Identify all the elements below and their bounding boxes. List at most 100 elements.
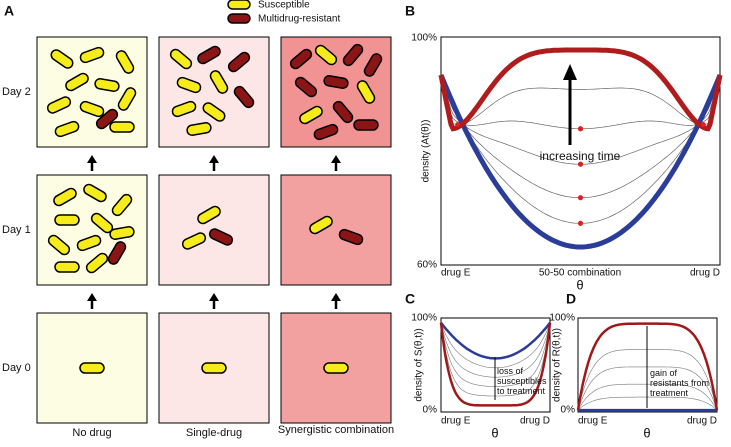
time-arrow-head [331,293,341,301]
row-label: Day 1 [2,224,31,236]
susceptible-cell [171,100,197,118]
legend-label: Multidrug-resistant [258,14,340,25]
susceptible-cell [54,120,80,138]
time-curve [440,74,721,125]
y-axis-label: density of S(θ,t)) [414,328,425,401]
resistant-cell [208,228,234,246]
susceptible-cell [201,362,227,374]
resistant-cell [233,85,255,109]
resistant-cell [363,53,383,77]
susceptible-cell [47,234,71,256]
legend-label: Susceptible [258,0,310,11]
panel-a-grid [36,36,392,424]
susceptible-cell [76,234,102,252]
susceptible-cell [117,87,137,111]
annotation: loss of susceptibles to treatment [497,366,547,396]
plot-b [438,47,723,250]
resistant-cell [294,76,318,98]
x-tick-label: drug D [687,416,717,427]
resistant-cell [353,119,379,131]
susceptible-cell [299,105,323,125]
plot-c [439,321,552,407]
plot-d [576,322,719,412]
susceptible-cell [65,72,89,92]
x-axis-label: θ [643,425,650,440]
minimum-dot [578,220,583,226]
column-label: No drug [72,427,111,439]
column-label: Synergistic combination [277,424,395,436]
susceptible-cell [54,261,80,273]
time-arrow-head [87,155,97,163]
legend-swatch [227,13,251,24]
final-curve [576,322,719,411]
minimum-dot [578,195,583,201]
susceptible-cell [109,121,135,133]
susceptible-cell [309,215,333,235]
minimum-dot [455,122,461,128]
time-arrow-head [563,64,577,80]
final-curve [439,322,552,407]
resistant-cell [107,241,127,265]
x-tick-label: drug D [520,416,550,427]
susceptible-cell [209,70,229,94]
susceptible-cell [176,76,202,94]
initial-curve [438,74,723,250]
x-tick-label: drug D [690,268,720,279]
susceptible-cell [46,96,72,114]
resistant-cell [332,100,354,124]
susceptible-cell [85,252,109,274]
resistant-cell [323,75,349,89]
annotation-box: loss of susceptibles to treatment [497,366,547,396]
x-tick-label: drug E [441,268,471,279]
panel-label: C [405,291,415,307]
resistant-cell [227,51,251,73]
legend-swatch [227,0,251,10]
susceptible-cell [181,232,207,250]
minimum-dot [700,122,706,128]
susceptible-cell [50,49,74,69]
panel-label: D [566,291,576,307]
susceptible-cell [79,362,105,374]
y-tick-label: 0% [423,405,438,416]
resistant-cell [342,43,364,67]
minimum-dot [578,126,583,132]
susceptible-cell [115,50,135,74]
susceptible-cell [323,362,349,374]
row-label: Day 2 [2,86,31,98]
annotation-box: gain of resistants from treatment [650,368,710,398]
x-tick-label: 50-50 combination [539,268,621,279]
y-axis-label: density of R(θ,t)) [552,328,563,402]
susceptible-cell [109,226,135,240]
susceptible-cell [79,100,105,118]
row-label: Day 0 [2,362,31,374]
x-axis-label: θ [491,425,498,440]
time-arrow-head [209,155,219,163]
y-tick-label: 60% [417,260,437,271]
susceptible-cell [111,193,133,217]
x-axis-label: θ [576,277,583,292]
susceptible-cell [94,78,120,92]
susceptible-cell [169,48,193,70]
panel-label: B [405,3,415,19]
y-tick-label: 100% [549,313,575,324]
resistant-cell [289,48,313,70]
susceptible-cell [54,214,80,226]
final-curve [438,47,723,132]
resistant-cell [197,45,221,65]
susceptible-cell [197,205,221,225]
y-tick-label: 100% [411,313,437,324]
susceptible-cell [83,183,107,203]
x-tick-label: drug E [578,416,608,427]
annotation: increasing time [540,149,621,163]
resistant-cell [95,108,119,130]
x-tick-label: drug E [441,416,471,427]
annotation: gain of resistants from treatment [650,368,710,398]
panel-label: A [4,3,14,19]
susceptible-cell [314,44,338,66]
minimum-dot [578,161,583,167]
condition-box [280,174,392,286]
y-tick-label: 0% [561,405,576,416]
susceptible-cell [53,187,77,207]
susceptible-cell [79,46,105,64]
